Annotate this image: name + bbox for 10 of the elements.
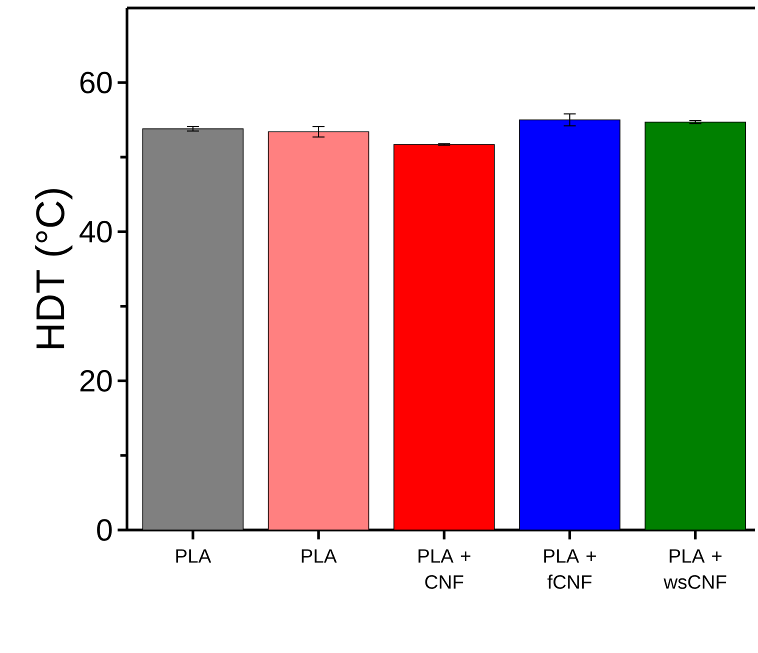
y-tick-label: 40: [80, 220, 112, 243]
y-tick-label: 20: [80, 370, 112, 392]
x-tick-label: PLA + CNF: [418, 549, 470, 589]
y-axis-title: HDT (°C): [35, 189, 72, 348]
x-tick-label: PLA: [176, 549, 212, 563]
x-tick-label: PLA + fCNF: [544, 549, 596, 589]
x-tick-label: PLA: [302, 549, 337, 563]
y-tick-label: 60: [80, 72, 112, 94]
y-tick-label: 0: [97, 519, 112, 541]
x-tick-label: PLA + wsCNF: [664, 549, 726, 589]
